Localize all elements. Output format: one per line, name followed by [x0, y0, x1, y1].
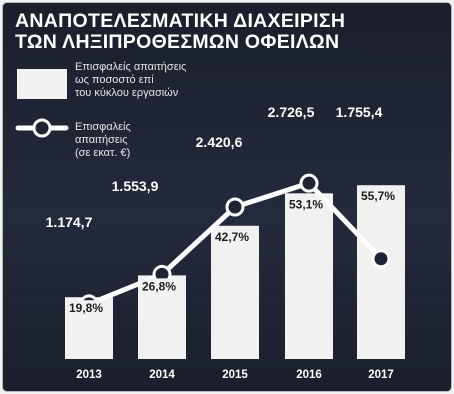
legend-line-line-3: (σε εκατ. €): [75, 147, 131, 159]
legend-line-line-2: απαιτήσεις: [75, 134, 128, 146]
legend-bar-label: Επισφαλείς απαιτήσεις ως ποσοστό επί του…: [75, 61, 186, 100]
line-label-2014: 1.553,9: [112, 178, 159, 194]
bar-label-2013: 19,8%: [69, 301, 103, 315]
bar-label-2017: 55,7%: [361, 189, 395, 203]
line-point-2017: [371, 249, 391, 269]
line-label-2015: 2.420,6: [196, 134, 243, 150]
line-label-2017: 1.755,4: [336, 104, 383, 120]
legend-bar-swatch: [17, 69, 67, 99]
chart-svg: 19,8% 26,8% 42,7% 53,1% 55,7% 1.174,7 1.553,9 2…: [15, 69, 405, 381]
line-point-2015: [225, 197, 245, 217]
chart-title: ΑΝΑΠΟΤΕΛΕΣΜΑΤΙΚΗ ΔΙΑΧΕΙΡΙΣΗ ΤΩΝ ΛΗΞΙΠΡΟΘ…: [15, 11, 445, 53]
x-tick-2013: 2013: [76, 369, 102, 381]
line-label-2013: 1.174,7: [46, 214, 93, 230]
legend-bar-line-2: ως ποσοστό επί: [75, 74, 154, 86]
bar-label-box-2013: [67, 300, 103, 316]
legend-line-marker: [32, 118, 52, 138]
legend-line-label: Επισφαλείς απαιτήσεις (σε εκατ. €): [75, 121, 131, 160]
bar-label-2016: 53,1%: [289, 197, 323, 211]
bar-label-2015: 42,7%: [215, 230, 249, 244]
bar-2017: [357, 185, 405, 359]
bar-label-box-2016: [287, 196, 323, 212]
x-tick-2017: 2017: [368, 369, 394, 381]
bar-2015: [211, 225, 259, 359]
bar-label-box-2014: [140, 278, 176, 294]
bar-label-box-2015: [213, 228, 249, 244]
legend-bar-line-1: Επισφαλείς απαιτήσεις: [75, 61, 187, 73]
x-tick-2015: 2015: [222, 369, 248, 381]
x-tick-2016: 2016: [296, 369, 322, 381]
chart-title-line-2: ΤΩΝ ΛΗΞΙΠΡΟΘΕΣΜΩΝ ΟΦΕΙΛΩΝ: [15, 31, 340, 53]
bar-label-2014: 26,8%: [142, 279, 176, 293]
bar-label-box-2017: [359, 188, 395, 204]
chart-title-line-1: ΑΝΑΠΟΤΕΛΕΣΜΑΤΙΚΗ ΔΙΑΧΕΙΡΙΣΗ: [15, 10, 346, 32]
x-tick-2014: 2014: [149, 369, 175, 381]
legend-line-line-1: Επισφαλείς: [75, 121, 131, 133]
line-label-2016: 2.726,5: [268, 104, 315, 120]
bar-2016: [285, 193, 333, 359]
legend-bar-line-3: του κύκλου εργασιών: [75, 87, 179, 99]
line-point-2016: [299, 173, 319, 193]
